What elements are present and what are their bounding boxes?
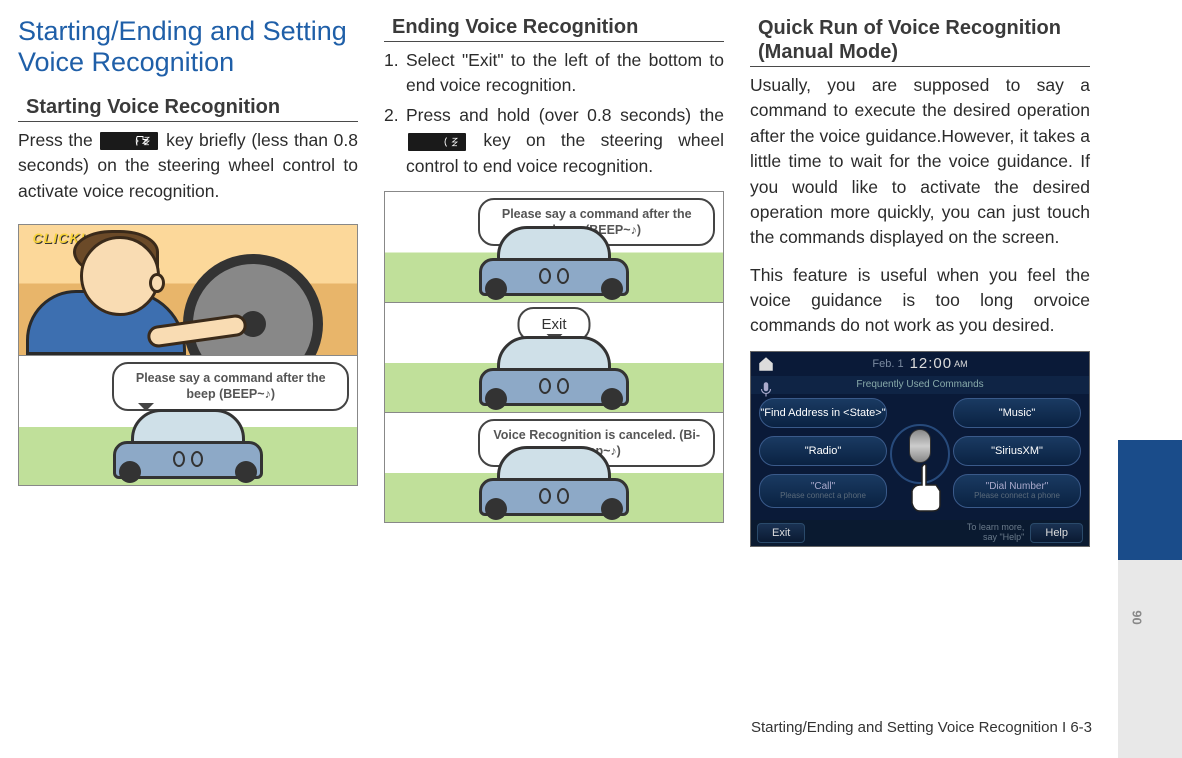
cmd-find-address[interactable]: "Find Address in <State>" — [759, 398, 887, 428]
side-strip: 06 — [1118, 0, 1182, 758]
col2-li2a: Press and hold (over 0.8 seconds) the — [406, 105, 724, 125]
infotainment-screenshot: Feb. 1 12:00 AM Frequently Used Commands… — [750, 351, 1090, 547]
subtitle-starting: Starting Voice Recognition — [18, 96, 358, 122]
col1-panel-2: Please say a command after the beep (BEE… — [19, 355, 357, 485]
freq-commands-label: Frequently Used Commands — [751, 376, 1089, 394]
help-hint: To learn more, say "Help" — [967, 523, 1025, 543]
subtitle-quickrun: Quick Run of Voice Recognition (Manual M… — [750, 16, 1090, 67]
home-icon[interactable] — [757, 355, 775, 373]
col2-illustration: Please say a command after the beep (BEE… — [384, 191, 724, 523]
col3-body: Usually, you are supposed to say a comma… — [750, 73, 1090, 351]
column-2: Ending Voice Recognition Select "Exit" t… — [384, 16, 724, 547]
col2-list: Select "Exit" to the left of the bottom … — [384, 48, 724, 183]
cmd-siriusxm[interactable]: "SiriusXM" — [953, 436, 1081, 466]
col1-p1a: Press the — [18, 130, 98, 150]
voice-key-icon — [100, 132, 158, 150]
command-grid: "Find Address in <State>" "Music" "Radio… — [751, 394, 1089, 514]
cmd-call[interactable]: "Call" Please connect a phone — [759, 474, 887, 508]
tap-hand-icon — [906, 461, 950, 513]
status-ampm: AM — [954, 359, 968, 369]
cmd-music[interactable]: "Music" — [953, 398, 1081, 428]
col3-p1: Usually, you are supposed to say a comma… — [750, 73, 1090, 251]
column-3: Quick Run of Voice Recognition (Manual M… — [750, 16, 1090, 547]
cmd-dial-sub: Please connect a phone — [974, 492, 1060, 501]
col2-panel-2: Exit — [385, 302, 723, 412]
exit-button[interactable]: Exit — [757, 523, 805, 543]
status-bar: Feb. 1 12:00 AM — [751, 352, 1089, 376]
main-title: Starting/Ending and Setting Voice Recogn… — [18, 16, 358, 78]
chapter-number: 06 — [1129, 610, 1144, 624]
col2-panel-3: Voice Recognition is canceled. (Bi-Beep~… — [385, 412, 723, 522]
voice-key-icon-2 — [408, 133, 466, 151]
col1-panel-1: CLICK! — [19, 225, 357, 355]
help-button[interactable]: Help — [1030, 523, 1083, 543]
cmd-call-sub: Please connect a phone — [780, 492, 866, 501]
col2-li1: Select "Exit" to the left of the bottom … — [384, 48, 724, 99]
col3-p2: This feature is useful when you feel the… — [750, 263, 1090, 339]
subtitle-ending: Ending Voice Recognition — [384, 16, 724, 42]
col1-illustration: CLICK! Please say a command after the be… — [18, 224, 358, 486]
col1-bubble: Please say a command after the beep (BEE… — [112, 362, 349, 411]
col1-body: Press the key briefly (less than 0.8 sec… — [18, 128, 358, 216]
page-footer: Starting/Ending and Setting Voice Recogn… — [751, 719, 1092, 736]
screen-bottom-bar: Exit To learn more, say "Help" Help — [751, 520, 1089, 546]
status-date: Feb. 1 — [872, 358, 903, 370]
column-1: Starting/Ending and Setting Voice Recogn… — [18, 16, 358, 547]
col2-panel-1: Please say a command after the beep (BEE… — [385, 192, 723, 302]
cmd-radio[interactable]: "Radio" — [759, 436, 887, 466]
cmd-dial[interactable]: "Dial Number" Please connect a phone — [953, 474, 1081, 508]
status-time: 12:00 — [910, 355, 953, 372]
col2-li2: Press and hold (over 0.8 seconds) the ke… — [384, 103, 724, 179]
